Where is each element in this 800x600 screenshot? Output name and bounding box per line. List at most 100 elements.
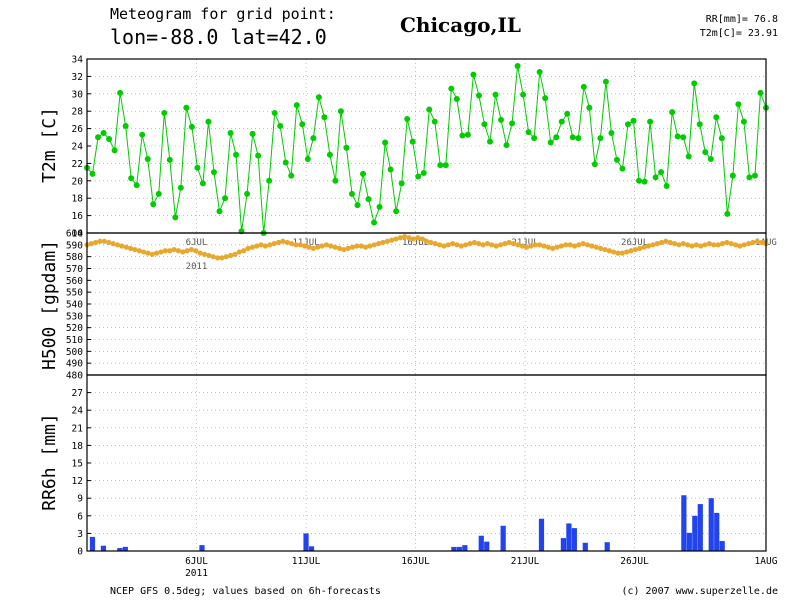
y-tick-label: 520	[66, 323, 83, 334]
data-point-t2m	[713, 114, 720, 121]
data-point-h500	[476, 241, 482, 247]
data-point-h500	[354, 243, 360, 249]
data-point-h500	[745, 241, 752, 247]
rain-bar	[122, 546, 128, 551]
rain-bar	[566, 523, 572, 551]
panel-frame	[86, 232, 767, 376]
rain-bar	[308, 546, 315, 551]
data-point-h500	[245, 245, 251, 251]
y-tick-label: 15	[72, 459, 83, 470]
rain-bar	[686, 532, 692, 551]
data-point-h500	[258, 242, 264, 248]
data-point-t2m	[724, 210, 731, 217]
data-point-h500	[267, 242, 273, 248]
data-point-h500	[302, 243, 308, 249]
data-point-t2m	[674, 133, 681, 140]
ylabel-t2m: T2m [C]	[39, 107, 60, 183]
data-point-t2m	[409, 138, 416, 145]
data-point-h500	[223, 254, 229, 260]
x-tick-label: 21JUL	[512, 238, 539, 248]
data-point-h500	[106, 239, 112, 246]
data-point-h500	[154, 250, 160, 256]
data-point-h500	[380, 239, 386, 246]
data-point-t2m	[442, 162, 449, 169]
data-point-h500	[580, 241, 586, 247]
y-tick-label: 480	[66, 371, 83, 382]
rain-bar	[117, 548, 123, 551]
y-tick-label: 570	[66, 264, 83, 275]
data-point-h500	[550, 245, 556, 251]
data-point-t2m	[348, 190, 355, 197]
y-tick-label: 24	[72, 142, 84, 153]
data-point-h500	[628, 248, 634, 254]
data-point-t2m	[757, 89, 764, 96]
data-point-t2m	[547, 139, 554, 146]
data-point-h500	[502, 241, 508, 247]
data-point-h500	[750, 239, 756, 246]
data-point-h500	[402, 233, 408, 240]
data-point-t2m	[613, 156, 620, 163]
data-point-t2m	[177, 184, 184, 191]
data-point-h500	[463, 242, 469, 248]
data-point-t2m	[718, 135, 725, 142]
data-point-t2m	[122, 122, 129, 129]
data-point-h500	[254, 243, 260, 249]
data-point-t2m	[205, 118, 212, 125]
y-tick-label: 490	[66, 359, 83, 370]
data-point-t2m	[591, 161, 598, 168]
data-point-h500	[280, 238, 286, 244]
x-tick-label: 11JUL	[292, 556, 321, 567]
data-point-h500	[232, 251, 238, 257]
data-point-h500	[315, 244, 321, 250]
data-point-t2m	[498, 116, 505, 123]
y-tick-label: 500	[66, 347, 83, 358]
data-point-h500	[693, 242, 699, 248]
y-tick-label: 32	[72, 72, 83, 83]
data-point-h500	[737, 243, 743, 249]
data-point-h500	[419, 236, 425, 242]
data-point-t2m	[696, 121, 703, 128]
data-point-h500	[654, 241, 660, 247]
data-point-t2m	[647, 118, 654, 125]
data-point-h500	[97, 238, 103, 244]
data-point-h500	[598, 245, 604, 251]
data-point-t2m	[199, 180, 206, 187]
series-line-t2m	[86, 65, 767, 234]
data-point-h500	[367, 243, 373, 249]
data-point-h500	[323, 242, 329, 248]
data-point-h500	[510, 241, 517, 247]
data-point-t2m	[486, 138, 493, 145]
data-point-h500	[297, 242, 303, 248]
data-point-t2m	[233, 151, 240, 158]
data-point-h500	[593, 244, 599, 250]
rain-bar	[538, 518, 545, 551]
data-point-h500	[310, 245, 316, 251]
data-point-h500	[101, 238, 108, 244]
rain-bar	[708, 498, 714, 551]
ylabel-rr: RR6h [mm]	[39, 413, 60, 511]
data-point-h500	[584, 242, 591, 248]
data-point-t2m	[133, 182, 140, 189]
data-point-t2m	[729, 172, 736, 179]
data-point-h500	[423, 238, 430, 244]
data-point-h500	[362, 244, 369, 250]
data-point-t2m	[249, 130, 256, 137]
rain-bar	[719, 541, 725, 551]
data-point-h500	[489, 242, 495, 248]
rain-bar	[681, 495, 687, 551]
data-point-t2m	[293, 102, 300, 109]
data-point-h500	[741, 242, 747, 248]
rain-bar	[456, 546, 462, 551]
data-point-t2m	[746, 174, 753, 181]
data-point-t2m	[144, 156, 151, 163]
data-point-h500	[432, 241, 438, 247]
y-tick-label: 590	[66, 240, 83, 251]
data-point-h500	[515, 242, 521, 248]
data-point-t2m	[509, 120, 516, 127]
data-point-h500	[415, 235, 421, 241]
y-tick-label: 24	[72, 406, 84, 417]
data-point-t2m	[514, 62, 521, 69]
data-point-h500	[228, 252, 234, 259]
data-point-t2m	[470, 71, 477, 78]
